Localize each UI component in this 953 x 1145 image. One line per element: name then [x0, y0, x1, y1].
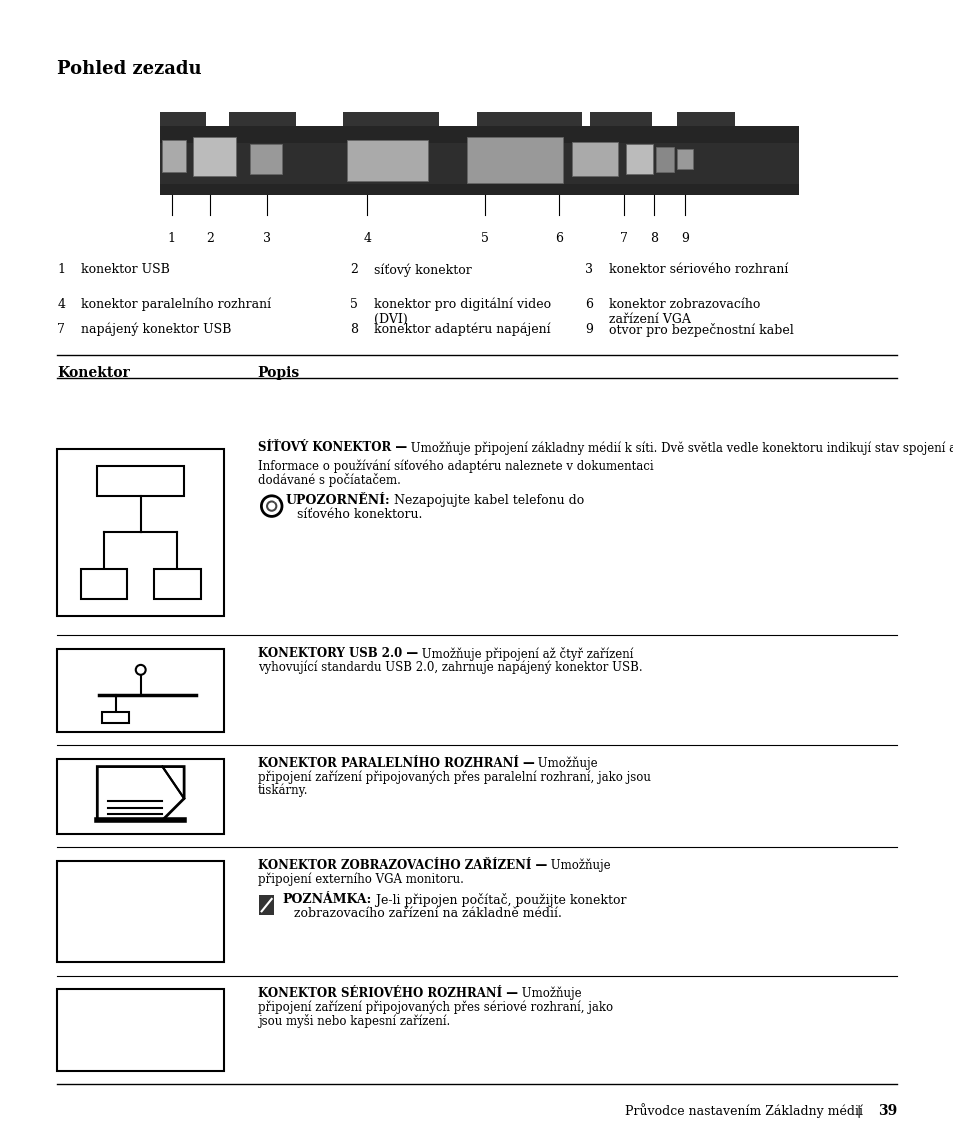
Text: Nezapojujte kabel telefonu do: Nezapojujte kabel telefonu do	[390, 493, 583, 506]
Text: SÍŤOVÝ KONEKTOR —: SÍŤOVÝ KONEKTOR —	[257, 441, 406, 453]
Bar	[572, 142, 618, 176]
Text: 9: 9	[584, 323, 592, 335]
Bar	[97, 466, 184, 496]
Text: Je-li připojen počítač, použijte konektor: Je-li připojen počítač, použijte konekto…	[372, 893, 625, 907]
Bar	[677, 112, 734, 126]
Text: Pohled zezadu: Pohled zezadu	[57, 60, 202, 78]
Bar	[343, 112, 438, 126]
Text: dodávané s počíatačem.: dodávané s počíatačem.	[257, 473, 400, 488]
Bar	[259, 895, 274, 916]
Circle shape	[268, 503, 275, 510]
Bar	[229, 112, 295, 126]
Text: Umožňuje: Umožňuje	[534, 757, 598, 771]
Circle shape	[266, 500, 277, 512]
Text: připojení zařízení připojovaných přes sériové rozhraní, jako: připojení zařízení připojovaných přes sé…	[257, 1001, 612, 1014]
Text: +: +	[193, 668, 205, 684]
Text: 7: 7	[57, 323, 65, 335]
Text: Umožňuje: Umožňuje	[546, 859, 610, 872]
Text: tiskárny.: tiskárny.	[257, 784, 308, 797]
Bar	[625, 144, 652, 174]
Text: 39: 39	[877, 1104, 896, 1118]
Text: IOI: IOI	[110, 891, 172, 927]
Bar	[476, 112, 581, 126]
Text: zobrazovacího zařízení na základně médií.: zobrazovacího zařízení na základně médií…	[294, 907, 561, 919]
Text: konektor USB: konektor USB	[81, 263, 170, 276]
Text: konektor pro digitální video
(DVI): konektor pro digitální video (DVI)	[374, 298, 551, 326]
Polygon shape	[97, 767, 184, 820]
Bar	[57, 861, 224, 962]
Text: 4: 4	[57, 298, 65, 310]
Text: konektor adaptéru napájení: konektor adaptéru napájení	[374, 323, 550, 337]
Text: 5: 5	[480, 232, 488, 245]
Bar	[57, 759, 224, 834]
Text: 3: 3	[263, 232, 271, 245]
Bar	[193, 137, 235, 176]
Bar	[250, 144, 282, 174]
Text: IOIOI: IOIOI	[102, 1014, 179, 1042]
Text: 4: 4	[363, 232, 371, 245]
Bar	[467, 137, 562, 183]
Text: Popis: Popis	[257, 366, 299, 380]
Text: POZNÁMKA:: POZNÁMKA:	[282, 893, 372, 906]
Circle shape	[261, 496, 282, 516]
Text: 6: 6	[584, 298, 592, 310]
Bar	[57, 989, 224, 1071]
Text: 7: 7	[619, 232, 627, 245]
Bar	[589, 112, 651, 126]
Text: KONEKTOR PARALELNÍHO ROZHRANÍ —: KONEKTOR PARALELNÍHO ROZHRANÍ —	[257, 757, 534, 769]
Bar	[677, 149, 692, 169]
Text: konektor sériového rozhraní: konektor sériového rozhraní	[608, 263, 787, 276]
Text: Umožňuje připojení až čtyř zařízení: Umožňuje připojení až čtyř zařízení	[417, 647, 633, 661]
Text: Průvodce nastavením Základny médií: Průvodce nastavením Základny médií	[624, 1103, 862, 1118]
Circle shape	[135, 665, 146, 674]
Text: připojení externího VGA monitoru.: připojení externího VGA monitoru.	[257, 872, 463, 886]
Text: UPOZORNĚNÍ:: UPOZORNĚNÍ:	[285, 493, 390, 506]
Text: Informace o používání síťového adaptéru naleznete v dokumentaci: Informace o používání síťového adaptéru …	[257, 460, 653, 473]
Bar	[347, 140, 428, 181]
Bar	[153, 569, 200, 599]
Text: 1: 1	[57, 263, 65, 276]
Text: 9: 9	[680, 232, 688, 245]
Bar	[80, 569, 127, 599]
Bar	[162, 140, 186, 172]
Bar	[160, 112, 206, 126]
Text: 1: 1	[168, 232, 175, 245]
Text: 5: 5	[350, 298, 357, 310]
Text: 2: 2	[206, 232, 213, 245]
Bar	[57, 649, 224, 732]
Text: KONEKTORY USB 2.0 —: KONEKTORY USB 2.0 —	[257, 647, 417, 660]
Text: otvor pro bezpečnostní kabel: otvor pro bezpečnostní kabel	[608, 323, 793, 337]
Bar	[57, 449, 224, 616]
Text: síťového konektoru.: síťového konektoru.	[296, 507, 421, 521]
Text: 8: 8	[350, 323, 357, 335]
Text: napájený konektor USB: napájený konektor USB	[81, 323, 232, 337]
Text: Umožňuje: Umožňuje	[517, 987, 580, 1001]
Text: 8: 8	[650, 232, 658, 245]
Text: 3: 3	[584, 263, 592, 276]
Text: Umožňuje připojení základny médií k síti. Dvě světla vedle konektoru indikují st: Umožňuje připojení základny médií k síti…	[406, 441, 953, 455]
Text: 2: 2	[350, 263, 357, 276]
Text: Konektor: Konektor	[57, 366, 130, 380]
Bar	[656, 147, 673, 172]
Bar	[102, 712, 129, 724]
Text: |: |	[856, 1105, 860, 1118]
Polygon shape	[274, 497, 278, 503]
Text: připojení zařízení připojovaných přes paralelní rozhraní, jako jsou: připojení zařízení připojovaných přes pa…	[257, 771, 650, 784]
Text: KONEKTOR SÉRIOVÉHO ROZHRANÍ —: KONEKTOR SÉRIOVÉHO ROZHRANÍ —	[257, 987, 517, 1000]
Bar	[160, 126, 799, 195]
Bar	[160, 143, 799, 184]
Text: KONEKTOR ZOBRAZOVACÍHO ZAŘÍZENÍ —: KONEKTOR ZOBRAZOVACÍHO ZAŘÍZENÍ —	[257, 859, 546, 871]
Text: 6: 6	[555, 232, 562, 245]
Text: jsou myši nebo kapesní zařízení.: jsou myši nebo kapesní zařízení.	[257, 1014, 450, 1028]
Text: síťový konektor: síťový konektor	[374, 263, 471, 277]
Text: konektor paralelního rozhraní: konektor paralelního rozhraní	[81, 298, 271, 311]
Text: vyhovující standardu USB 2.0, zahrnuje napájený konektor USB.: vyhovující standardu USB 2.0, zahrnuje n…	[257, 661, 641, 674]
Text: konektor zobrazovacího
zařízení VGA: konektor zobrazovacího zařízení VGA	[608, 298, 760, 325]
